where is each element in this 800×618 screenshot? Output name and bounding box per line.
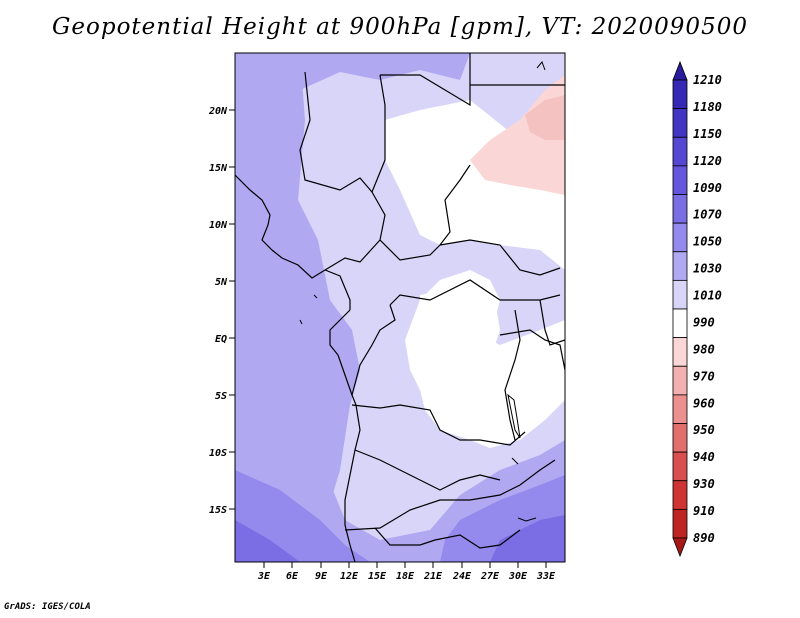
- colorbar-segment: [672, 365, 688, 396]
- height-field-south-band-2: [235, 470, 370, 562]
- height-field-south-band-4: [235, 515, 565, 562]
- height-field-low-ne-core: [525, 95, 565, 140]
- colorbar-label: 960: [693, 396, 715, 410]
- lon-label-12e: 12E: [340, 571, 359, 582]
- height-field-west-band: [235, 53, 360, 562]
- colorbar-label: 1030: [693, 262, 722, 276]
- lat-label-5s: 5S: [215, 391, 227, 402]
- colorbar-label: 1090: [693, 181, 722, 195]
- colorbar-label: 940: [693, 450, 715, 464]
- colorbar-label: 980: [693, 342, 715, 356]
- height-field-interior-2: [420, 285, 500, 380]
- colorbar: 1210 1180 1150 1120 1090 1070 1050 1030 1010 990 9…: [672, 60, 722, 558]
- colorbar-label: 910: [693, 504, 715, 518]
- colorbar-label: 950: [693, 423, 715, 437]
- colorbar-segment: [672, 394, 688, 424]
- colorbar-segment: [672, 108, 688, 138]
- lon-label-33e: 33E: [536, 571, 556, 582]
- lon-label-6e: 6E: [286, 571, 299, 582]
- lake-outline: [507, 393, 521, 439]
- colorbar-label: 1180: [693, 100, 722, 114]
- lon-label-15e: 15E: [368, 571, 387, 582]
- lat-label-eq: EQ: [215, 334, 227, 345]
- latitude-axis: 20N 15N 10N 5N EQ 5S 10S 15S: [208, 106, 235, 516]
- lon-label-27e: 27E: [480, 571, 500, 582]
- lon-label-3e: 3E: [257, 571, 271, 582]
- lat-label-20n: 20N: [208, 106, 228, 117]
- colorbar-segment: [672, 194, 688, 224]
- colorbar-segment: [672, 423, 688, 453]
- colorbar-label: 1050: [693, 235, 722, 249]
- colorbar-segment: [672, 222, 688, 253]
- lat-label-10s: 10S: [209, 448, 227, 459]
- colorbar-segment: [672, 480, 688, 510]
- lon-label-24e: 24E: [452, 571, 472, 582]
- colorbar-segment: [672, 337, 688, 367]
- height-field-interior: [385, 100, 565, 448]
- longitude-axis: 3E 6E 9E 12E 15E 18E 21E 24E 27E 30E 33E: [257, 562, 556, 582]
- colorbar-segment: [672, 79, 688, 110]
- map-title: Geopotential Height at 900hPa [gpm], VT:…: [52, 14, 748, 40]
- lon-label-21e: 21E: [423, 571, 443, 582]
- map-panel: [235, 53, 565, 562]
- lat-label-15n: 15N: [209, 163, 228, 174]
- lat-label-10n: 10N: [209, 220, 228, 231]
- colorbar-label: 890: [693, 531, 715, 545]
- country-borders: [235, 53, 565, 562]
- colorbar-label: 1150: [693, 127, 722, 141]
- lat-label-15s: 15S: [209, 505, 227, 516]
- colorbar-segment: [672, 451, 688, 482]
- height-field-north-band: [235, 53, 470, 150]
- grads-credit: GrADS: IGES/COLA: [4, 602, 91, 612]
- colorbar-bottom-arrow: [672, 537, 688, 558]
- map-frame: [234, 52, 566, 563]
- colorbar-segment: [672, 279, 688, 310]
- lon-label-9e: 9E: [315, 571, 328, 582]
- colorbar-top-arrow: [672, 60, 688, 81]
- lon-label-18e: 18E: [396, 571, 415, 582]
- colorbar-label: 970: [693, 369, 715, 383]
- colorbar-segment: [672, 165, 688, 195]
- lat-label-5n: 5N: [215, 277, 228, 288]
- colorbar-segment: [672, 308, 688, 339]
- colorbar-label: 930: [693, 477, 715, 491]
- colorbar-segment: [672, 251, 688, 281]
- colorbar-label: 990: [693, 315, 715, 329]
- colorbar-label: 1210: [693, 73, 722, 87]
- lon-label-30e: 30E: [508, 571, 528, 582]
- islands: [299, 61, 546, 522]
- colorbar-segment: [672, 136, 688, 167]
- colorbar-label: 1010: [693, 289, 722, 303]
- colorbar-label: 1070: [693, 208, 722, 222]
- colorbar-segment: [672, 508, 688, 539]
- colorbar-label: 1120: [693, 154, 722, 168]
